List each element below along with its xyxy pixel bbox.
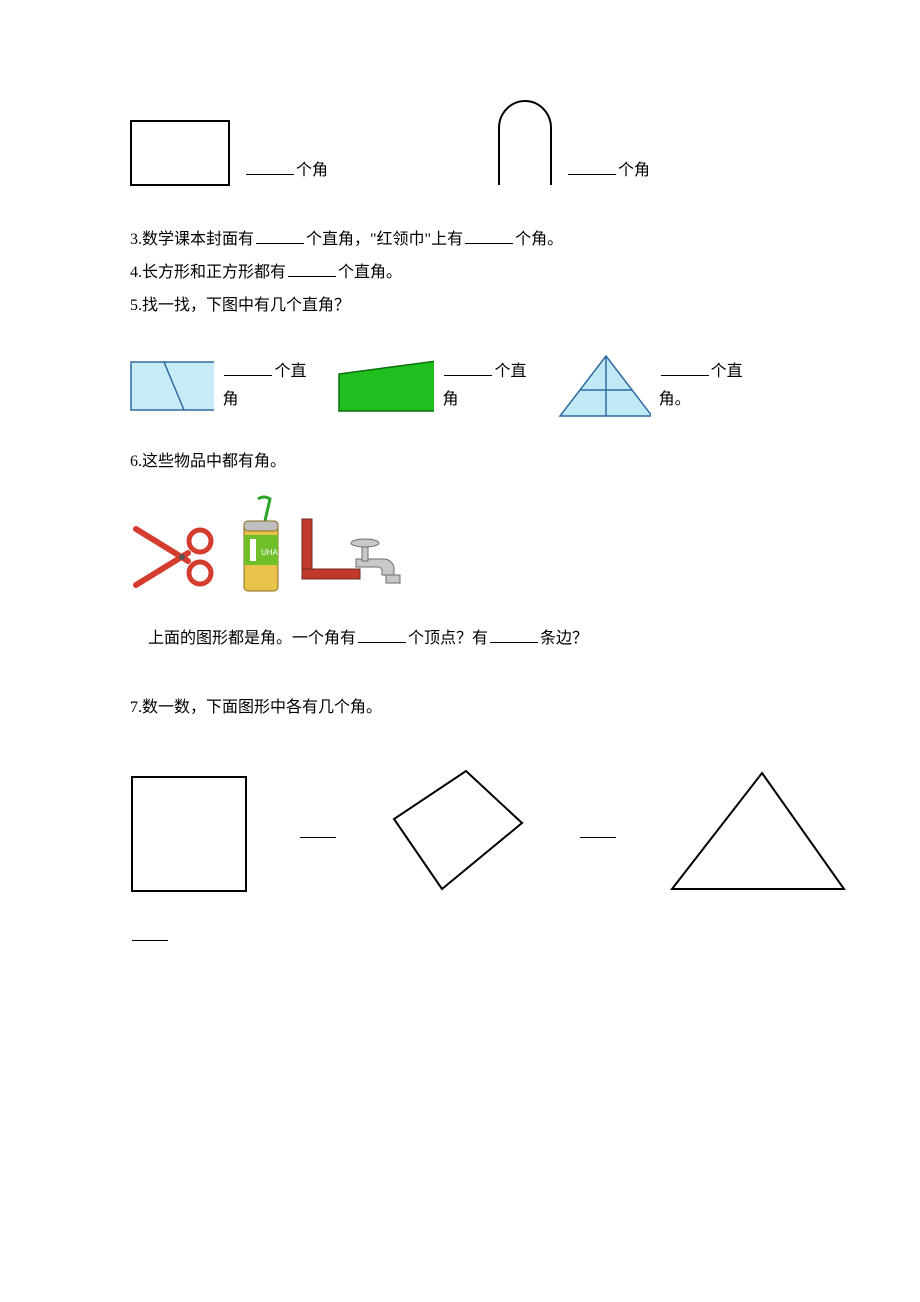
- question-6-objects: UHA: [130, 495, 790, 595]
- q3-a: 3.数学课本封面有: [130, 231, 254, 248]
- q3-b: 个直角，"红领巾"上有: [306, 231, 463, 248]
- triangle-shape: [668, 769, 848, 893]
- faucet-icon: [300, 515, 410, 595]
- arch-shape: [498, 100, 552, 186]
- scissors-icon: [130, 519, 220, 595]
- rectangle-shape: [130, 120, 230, 186]
- blank-q5-1[interactable]: [224, 360, 272, 376]
- blank-q6-2[interactable]: [490, 627, 538, 643]
- blank-q7-1[interactable]: [300, 822, 336, 838]
- question-5-shapes: 个直角 个直角 个直角。: [130, 354, 790, 418]
- blank-rect-angles[interactable]: [246, 159, 294, 175]
- soda-can-icon: UHA: [230, 495, 290, 595]
- blank-q6-1[interactable]: [358, 627, 406, 643]
- blank-q7-3[interactable]: [132, 925, 168, 941]
- arch-suffix: 个角: [618, 162, 650, 179]
- rect-suffix: 个角: [296, 162, 328, 179]
- question-7-shapes: [130, 767, 790, 893]
- split-rectangle-shape: [130, 361, 214, 411]
- question-6-sentence: 上面的图形都是角。一个角有 个顶点？有 条边？: [148, 625, 790, 654]
- question-3: 3.数学课本封面有 个直角，"红领巾"上有 个角。: [130, 226, 790, 255]
- blank-arch-angles[interactable]: [568, 159, 616, 175]
- square-shape: [130, 775, 248, 893]
- blank-q7-2[interactable]: [580, 822, 616, 838]
- q6-a: 上面的图形都是角。一个角有: [148, 630, 356, 647]
- blank-q5-3[interactable]: [661, 360, 709, 376]
- blank-q5-2[interactable]: [444, 360, 492, 376]
- triangle-cross-shape: [558, 354, 650, 418]
- quadrilateral-shape: [388, 767, 528, 893]
- q6-b: 个顶点？有: [408, 630, 488, 647]
- question-5-title: 5.找一找，下图中有几个直角？: [130, 292, 790, 321]
- svg-text:UHA: UHA: [261, 548, 279, 557]
- trapezoid-shape: [338, 360, 434, 412]
- question-6-title: 6.这些物品中都有角。: [130, 448, 790, 477]
- question-7-title: 7.数一数，下面图形中各有几个角。: [130, 694, 790, 723]
- blank-q3-2[interactable]: [465, 228, 513, 244]
- row-shapes-count-angles: 个角 个角: [130, 100, 790, 186]
- blank-q3-1[interactable]: [256, 228, 304, 244]
- q3-c: 个角。: [515, 231, 563, 248]
- blank-q4[interactable]: [288, 261, 336, 277]
- q4-b: 个直角。: [338, 264, 402, 281]
- q6-c: 条边？: [540, 630, 588, 647]
- question-4: 4.长方形和正方形都有 个直角。: [130, 259, 790, 288]
- q4-a: 4.长方形和正方形都有: [130, 264, 286, 281]
